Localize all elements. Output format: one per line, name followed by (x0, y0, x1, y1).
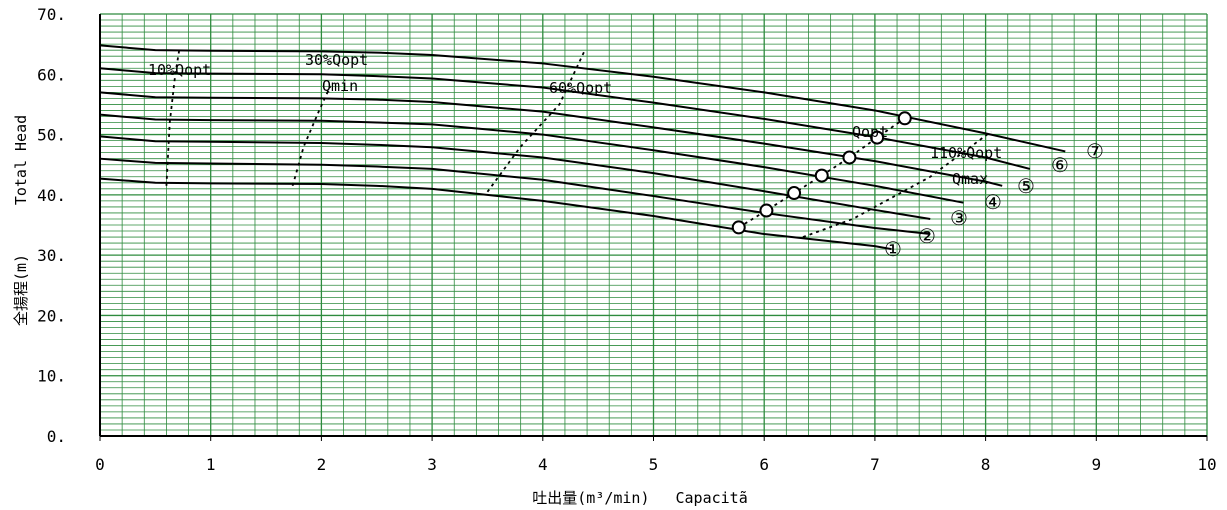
guide-line (486, 49, 586, 193)
annotations: 10%Qopt 30%Qopt Qmin 60%Qopt Qopt 110%Qopt Qma… (148, 51, 1104, 261)
bep-marker (814, 168, 829, 183)
y-tick-label: 0. (47, 427, 66, 446)
y-tick-label: 60. (37, 65, 66, 84)
bep-marker (870, 130, 885, 145)
x-tick-label: 8 (981, 455, 991, 474)
head-curve-4 (99, 113, 964, 204)
x-tick-label: 7 (870, 455, 880, 474)
y-tick-label: 40. (37, 186, 66, 205)
x-tick-label: 0 (95, 455, 105, 474)
x-tick-label: 1 (206, 455, 216, 474)
y-tick-label: 20. (37, 306, 66, 325)
head-curves (99, 44, 1066, 251)
y-axis-title-ja: 全揚程(m) (12, 254, 30, 326)
guide-label: 10%Qopt (148, 61, 211, 79)
x-tick-label: 6 (759, 455, 769, 474)
y-tick-label: 10. (37, 367, 66, 386)
head-curve-5 (99, 91, 1003, 187)
head-curve-6 (99, 67, 1031, 170)
x-tick-label: 10 (1197, 455, 1216, 474)
head-curve-3 (99, 135, 931, 220)
bep-marker (842, 150, 857, 165)
head-curve-2 (99, 157, 931, 236)
curve-number-label: ② (918, 224, 936, 248)
guide-label: Qmax (952, 170, 988, 188)
bep-marker (787, 186, 802, 201)
guide-label: Qmin (322, 77, 358, 95)
curve-number-label: ① (884, 237, 902, 261)
head-curve-1 (99, 177, 892, 251)
guide-label: 60%Qopt (549, 79, 612, 97)
y-tick-label: 70. (37, 5, 66, 24)
axes: 0 1 2 3 4 5 6 7 8 9 10 0. 10. 20. 30. 40. 50. 60. 70. 吐出量(m… (12, 5, 1217, 507)
guide-label: Qopt (852, 123, 888, 141)
y-tick-label: 30. (37, 246, 66, 265)
curve-number-label: ⑥ (1051, 153, 1069, 177)
x-tick-label: 3 (427, 455, 437, 474)
curve-number-label: ③ (950, 206, 968, 230)
bep-marker (731, 220, 746, 235)
head-curve-7 (99, 44, 1066, 153)
curve-number-label: ⑦ (1086, 139, 1104, 163)
x-axis-title: 吐出量(m³/min) Capacitã (532, 489, 748, 507)
x-tick-label: 2 (317, 455, 327, 474)
x-tick-label: 5 (649, 455, 659, 474)
x-tick-label: 4 (538, 455, 548, 474)
x-axis-title-en: Capacitã (676, 489, 748, 507)
grid (99, 13, 1208, 437)
y-axis-title-en: Total Head (12, 115, 30, 205)
x-tick-label: 9 (1091, 455, 1101, 474)
bep-marker (897, 111, 912, 126)
x-axis-title-ja: 吐出量(m³/min) (532, 489, 649, 507)
curve-number-label: ⑤ (1017, 174, 1035, 198)
y-tick-label: 50. (37, 126, 66, 145)
bep-marker (759, 203, 774, 218)
curve-number-label: ④ (984, 190, 1002, 214)
guide-label: 30%Qopt (305, 51, 368, 69)
guide-label: 110%Qopt (930, 144, 1002, 162)
